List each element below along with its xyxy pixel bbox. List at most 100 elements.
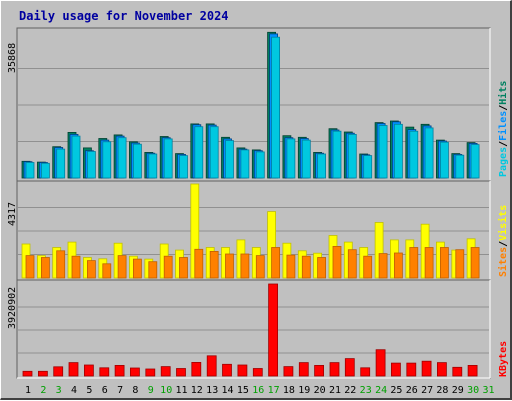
day-label-27: 27 (421, 385, 433, 396)
day-label-13: 13 (206, 385, 218, 396)
bar-pages-day-21 (332, 130, 342, 179)
bar-kbytes-day-3 (53, 366, 64, 377)
day-label-4: 4 (71, 385, 77, 396)
bar-pages-day-16 (255, 151, 265, 179)
bar-pages-day-11 (179, 155, 188, 179)
panel-kbytes-legend: KBytes (498, 341, 509, 377)
legend-kbytes: KBytes (498, 341, 509, 377)
day-label-2: 2 (40, 385, 46, 396)
bar-sites-day-3 (56, 250, 66, 279)
day-label-24: 24 (375, 385, 387, 396)
bar-sites-day-25 (393, 252, 403, 279)
bar-kbytes-day-23 (360, 367, 371, 377)
day-label-26: 26 (406, 385, 418, 396)
day-label-28: 28 (436, 385, 448, 396)
bar-sites-day-4 (71, 255, 81, 279)
bar-pages-day-26 (409, 130, 419, 179)
bar-sites-day-10 (163, 255, 173, 279)
bar-sites-day-20 (317, 257, 327, 279)
legend-separator: / (498, 141, 509, 147)
bar-kbytes-day-18 (283, 366, 294, 377)
bar-kbytes-day-25 (390, 362, 401, 377)
bar-sites-day-23 (363, 255, 373, 279)
day-label-8: 8 (132, 385, 138, 396)
day-label-7: 7 (117, 385, 123, 396)
day-label-19: 19 (298, 385, 310, 396)
axis-labels: 35868 4317 3920902 (7, 43, 18, 329)
legend-separator: / (498, 105, 509, 111)
bar-pages-day-14 (225, 140, 234, 179)
day-label-29: 29 (452, 385, 464, 396)
bar-pages-day-12 (194, 126, 204, 179)
bar-sites-day-14 (225, 253, 234, 279)
day-label-5: 5 (86, 385, 92, 396)
panel-kbytes-frame (16, 279, 491, 379)
bar-sites-day-15 (240, 253, 250, 279)
day-label-31: 31 (482, 385, 494, 396)
bar-pages-day-15 (240, 149, 250, 179)
bar-pages-day-20 (317, 153, 327, 179)
bar-kbytes-day-30 (467, 364, 478, 377)
max-value-label: 3920902 (7, 287, 18, 329)
bar-kbytes-day-14 (222, 363, 232, 377)
panel-visits-legend: Sites/Visits (497, 205, 509, 277)
legend-sites: Sites (497, 247, 509, 277)
bar-kbytes-day-27 (421, 360, 432, 377)
bar-kbytes-day-19 (298, 362, 309, 377)
panel-hits-legend: Pages/Files/Hits (497, 81, 509, 177)
bar-sites-day-7 (117, 255, 127, 279)
day-label-16: 16 (252, 385, 264, 396)
bar-sites-day-30 (470, 247, 480, 279)
bar-pages-day-6 (102, 141, 112, 179)
day-label-11: 11 (175, 385, 187, 396)
bars (21, 31, 480, 377)
bar-sites-day-2 (41, 257, 50, 279)
bar-pages-day-9 (148, 153, 158, 179)
day-label-18: 18 (283, 385, 295, 396)
day-label-10: 10 (160, 385, 172, 396)
day-label-1: 1 (25, 385, 31, 396)
bar-pages-day-3 (56, 148, 66, 179)
bar-kbytes-day-21 (329, 362, 340, 377)
day-label-3: 3 (56, 385, 62, 396)
bar-pages-day-30 (470, 144, 480, 179)
day-label-12: 12 (191, 385, 203, 396)
day-label-9: 9 (148, 385, 154, 396)
bar-kbytes-day-22 (344, 358, 355, 377)
day-label-17: 17 (268, 385, 280, 396)
legend-files: Files (497, 111, 509, 141)
bar-sites-day-6 (102, 263, 112, 279)
bar-kbytes-day-15 (237, 364, 248, 377)
bar-sites-day-12 (194, 248, 204, 279)
bar-kbytes-day-6 (99, 367, 110, 377)
bar-pages-day-7 (117, 137, 127, 179)
bar-pages-day-27 (424, 127, 434, 179)
bar-pages-day-23 (363, 155, 373, 179)
bar-sites-day-28 (439, 247, 449, 279)
bar-pages-day-4 (71, 135, 81, 179)
bar-sites-day-18 (286, 254, 296, 279)
bar-sites-day-16 (255, 255, 265, 279)
bar-pages-day-5 (87, 151, 96, 179)
bar-sites-day-24 (378, 253, 388, 279)
bar-sites-day-21 (332, 245, 342, 279)
bar-sites-day-19 (301, 255, 311, 279)
bar-pages-day-24 (378, 125, 388, 179)
bar-kbytes-day-1 (22, 370, 33, 377)
bar-sites-day-13 (209, 250, 219, 279)
day-label-20: 20 (314, 385, 326, 396)
bar-kbytes-day-13 (206, 355, 217, 377)
bar-pages-day-25 (393, 123, 403, 179)
bar-sites-day-22 (347, 249, 357, 279)
day-label-14: 14 (221, 385, 233, 396)
legend-hits: Hits (497, 81, 509, 105)
max-value-label: 35868 (7, 43, 18, 73)
legends: Pages/Files/Hits Sites/Visits KBytes (497, 81, 509, 377)
day-label-22: 22 (344, 385, 356, 396)
bar-pages-day-19 (301, 139, 311, 179)
bar-kbytes-day-11 (176, 368, 186, 377)
bar-sites-day-17 (271, 247, 281, 279)
day-label-6: 6 (102, 385, 108, 396)
bar-kbytes-day-9 (145, 368, 156, 377)
